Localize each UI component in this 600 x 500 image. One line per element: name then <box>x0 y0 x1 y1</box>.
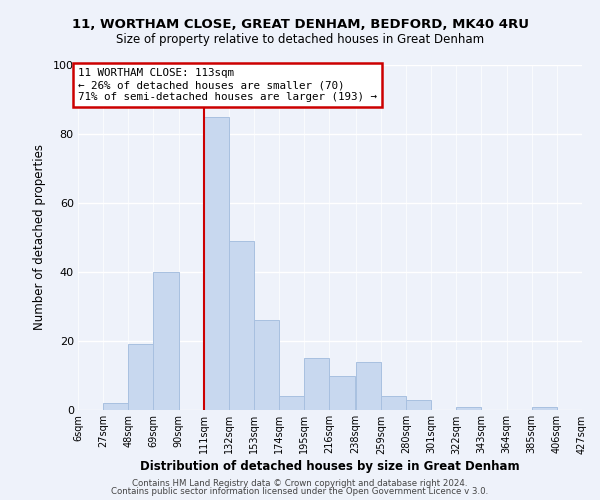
Y-axis label: Number of detached properties: Number of detached properties <box>33 144 46 330</box>
Bar <box>456 406 481 410</box>
Bar <box>304 358 329 410</box>
Text: 11 WORTHAM CLOSE: 113sqm
← 26% of detached houses are smaller (70)
71% of semi-d: 11 WORTHAM CLOSE: 113sqm ← 26% of detach… <box>78 68 377 102</box>
Text: Size of property relative to detached houses in Great Denham: Size of property relative to detached ho… <box>116 32 484 46</box>
Bar <box>204 117 229 410</box>
X-axis label: Distribution of detached houses by size in Great Denham: Distribution of detached houses by size … <box>140 460 520 473</box>
Text: Contains public sector information licensed under the Open Government Licence v : Contains public sector information licen… <box>112 487 488 496</box>
Bar <box>279 396 304 410</box>
Bar <box>356 362 381 410</box>
Bar <box>103 403 128 410</box>
Bar <box>329 376 355 410</box>
Bar <box>229 241 254 410</box>
Bar <box>381 396 406 410</box>
Bar <box>406 400 431 410</box>
Text: 11, WORTHAM CLOSE, GREAT DENHAM, BEDFORD, MK40 4RU: 11, WORTHAM CLOSE, GREAT DENHAM, BEDFORD… <box>71 18 529 30</box>
Bar <box>154 272 179 410</box>
Bar <box>128 344 154 410</box>
Bar <box>532 406 557 410</box>
Text: Contains HM Land Registry data © Crown copyright and database right 2024.: Contains HM Land Registry data © Crown c… <box>132 478 468 488</box>
Bar <box>254 320 279 410</box>
